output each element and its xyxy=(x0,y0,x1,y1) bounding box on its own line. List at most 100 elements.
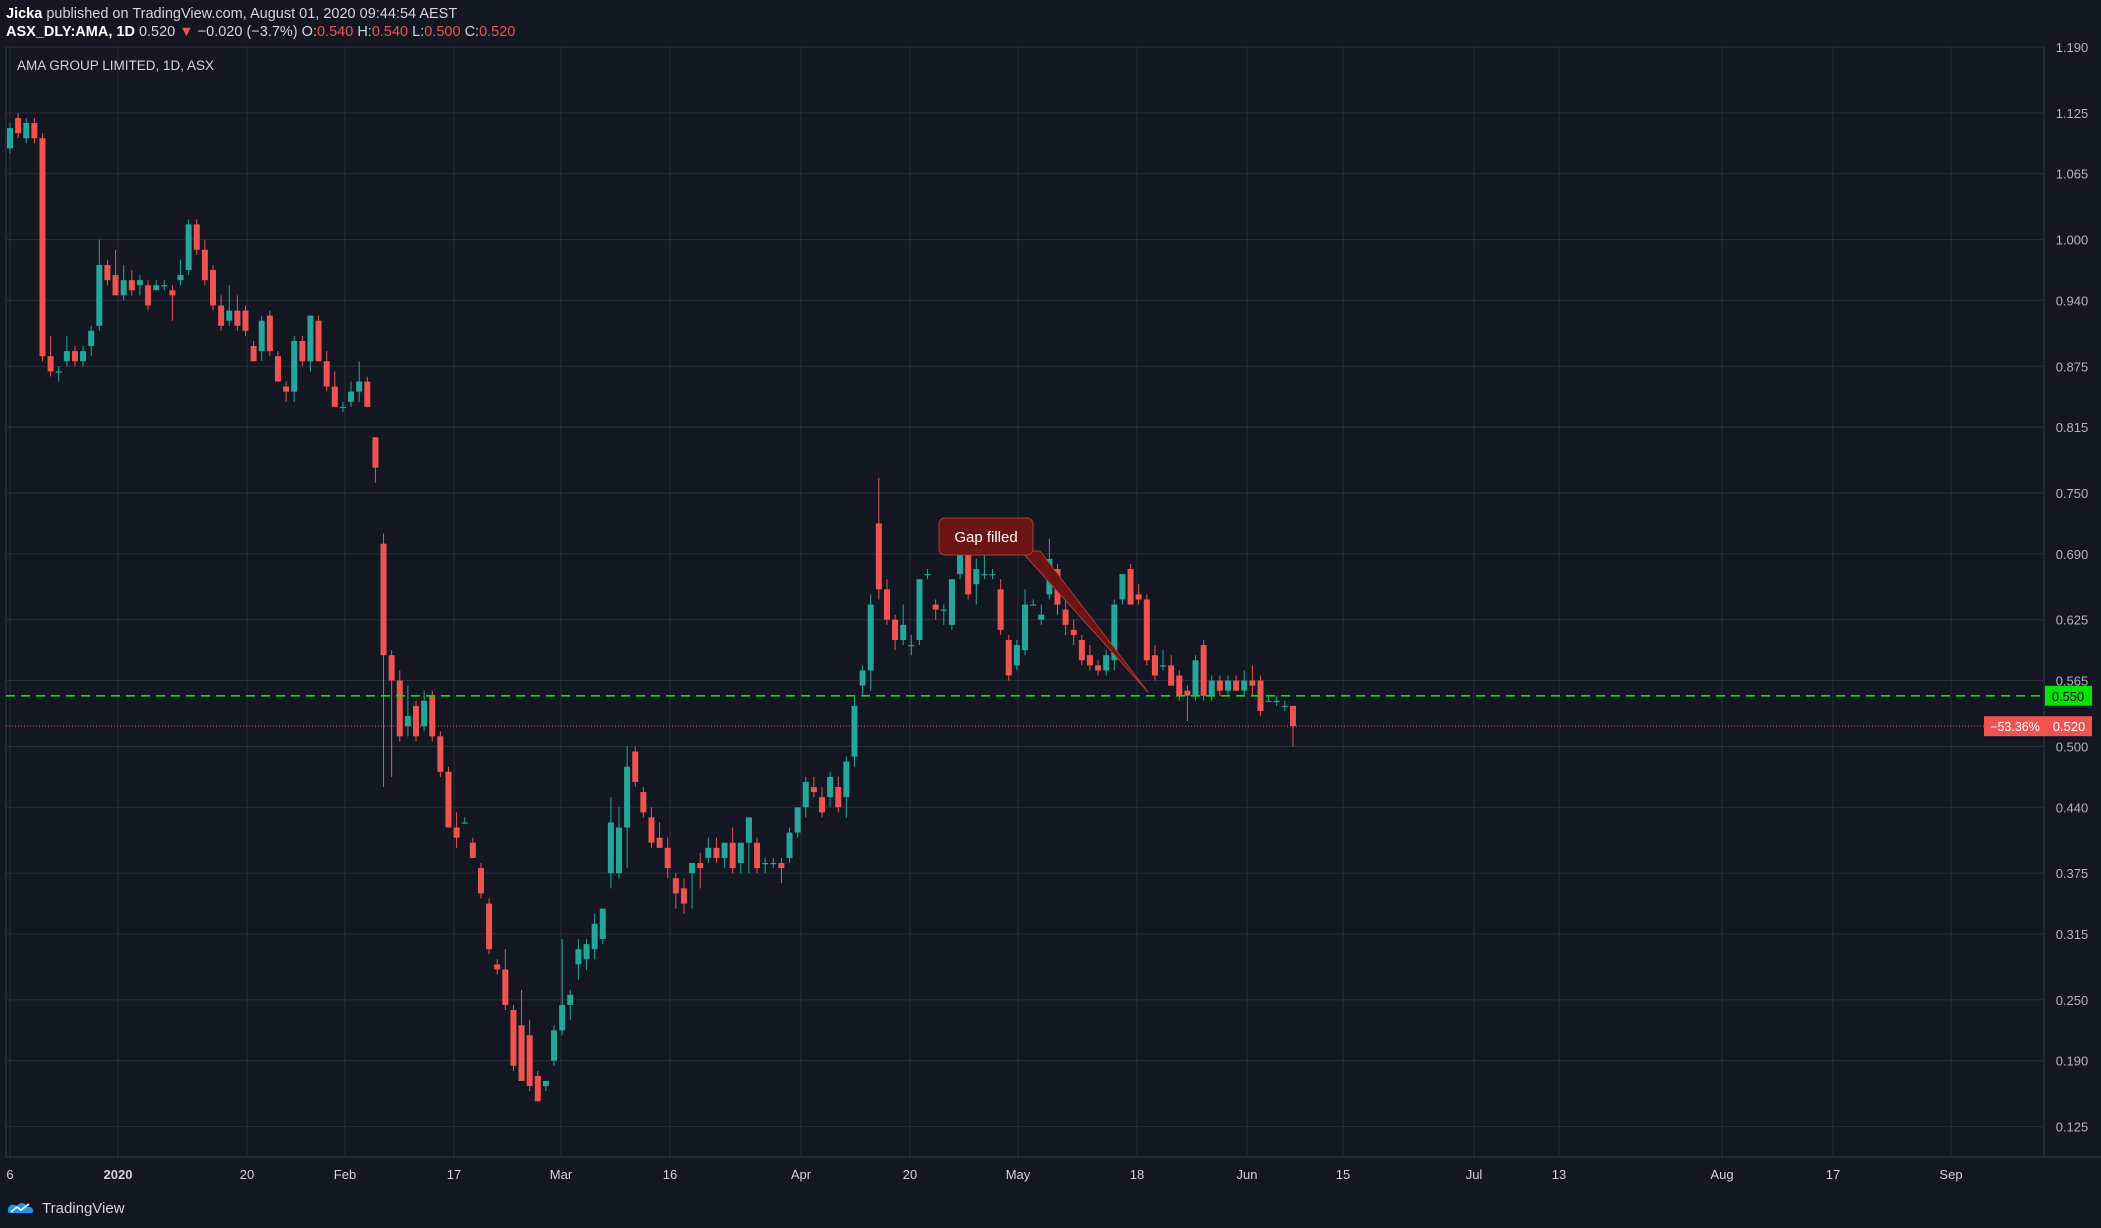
candle-body[interactable] xyxy=(356,381,363,392)
candle-body[interactable] xyxy=(1176,675,1183,696)
candle-body[interactable] xyxy=(218,305,225,326)
candle-body[interactable] xyxy=(421,700,428,727)
candle-body[interactable] xyxy=(169,290,176,296)
candle-body[interactable] xyxy=(380,543,387,656)
candle-body[interactable] xyxy=(331,386,338,407)
candle-body[interactable] xyxy=(1062,609,1069,625)
candle-body[interactable] xyxy=(1200,645,1207,696)
candle-body[interactable] xyxy=(437,736,444,772)
candle-body[interactable] xyxy=(104,264,111,281)
candle-body[interactable] xyxy=(932,604,939,610)
candle-body[interactable] xyxy=(1281,705,1288,708)
candle-body[interactable] xyxy=(689,863,696,874)
candle-body[interactable] xyxy=(559,1004,566,1031)
candle-body[interactable] xyxy=(1257,680,1264,711)
candle-body[interactable] xyxy=(672,878,679,894)
candle-body[interactable] xyxy=(136,280,143,286)
candle-body[interactable] xyxy=(234,310,241,326)
candle-body[interactable] xyxy=(388,655,395,681)
candle-body[interactable] xyxy=(226,310,233,321)
candle-body[interactable] xyxy=(973,569,980,585)
candle-body[interactable] xyxy=(616,827,622,874)
candle-body[interactable] xyxy=(957,543,964,575)
candle-body[interactable] xyxy=(461,822,468,824)
candle-body[interactable] xyxy=(177,275,184,281)
candle-body[interactable] xyxy=(128,280,135,291)
candle-body[interactable] xyxy=(120,280,127,296)
candle-body[interactable] xyxy=(1216,680,1223,691)
candle-body[interactable] xyxy=(859,670,866,686)
candle-body[interactable] xyxy=(534,1075,541,1102)
candle-body[interactable] xyxy=(1241,680,1248,691)
candle-body[interactable] xyxy=(396,680,403,737)
candle-body[interactable] xyxy=(819,797,825,813)
candle-body[interactable] xyxy=(266,315,273,352)
candle-body[interactable] xyxy=(867,604,874,671)
candle-body[interactable] xyxy=(794,807,801,833)
candle-body[interactable] xyxy=(315,320,322,362)
candle-body[interactable] xyxy=(210,270,216,306)
candle-body[interactable] xyxy=(71,351,78,362)
candle-body[interactable] xyxy=(63,351,70,362)
candle-body[interactable] xyxy=(518,1025,525,1081)
candle-body[interactable] xyxy=(55,371,62,373)
candle-body[interactable] xyxy=(1078,640,1085,661)
candle-body[interactable] xyxy=(997,589,1004,630)
candle-body[interactable] xyxy=(762,863,769,865)
candle-body[interactable] xyxy=(1022,604,1028,651)
candle-body[interactable] xyxy=(1192,660,1199,696)
candle-body[interactable] xyxy=(656,837,663,848)
candle-body[interactable] xyxy=(1103,655,1110,671)
candle-body[interactable] xyxy=(875,523,882,590)
candle-body[interactable] xyxy=(786,832,793,858)
candle-body[interactable] xyxy=(1095,665,1102,671)
candle-body[interactable] xyxy=(1184,690,1191,696)
candle-body[interactable] xyxy=(1289,705,1296,727)
candle-body[interactable] xyxy=(827,776,834,798)
candle-body[interactable] xyxy=(745,817,752,843)
candle-body[interactable] xyxy=(892,619,899,641)
candle-body[interactable] xyxy=(989,574,996,576)
candle-body[interactable] xyxy=(1160,665,1167,667)
candle-body[interactable] xyxy=(274,356,281,382)
candle-body[interactable] xyxy=(591,923,598,950)
candle-body[interactable] xyxy=(924,574,931,576)
candle-body[interactable] xyxy=(494,964,501,970)
candle-body[interactable] xyxy=(258,320,265,352)
candle-body[interactable] xyxy=(1038,614,1045,620)
candle-body[interactable] xyxy=(981,574,988,576)
candle-body[interactable] xyxy=(161,285,168,287)
candle-body[interactable] xyxy=(648,817,655,843)
candle-body[interactable] xyxy=(778,863,785,869)
candle-body[interactable] xyxy=(469,842,476,858)
candle-body[interactable] xyxy=(348,391,355,402)
candle-body[interactable] xyxy=(153,285,160,291)
candle-body[interactable] xyxy=(364,381,371,407)
gap-filled-callout[interactable]: Gap filled xyxy=(938,517,1149,693)
candle-body[interactable] xyxy=(940,609,947,611)
candle-body[interactable] xyxy=(372,437,379,468)
candle-body[interactable] xyxy=(1119,574,1126,600)
candle-body[interactable] xyxy=(1135,594,1142,600)
candle-body[interactable] xyxy=(583,944,590,960)
candle-body[interactable] xyxy=(1013,645,1020,666)
candle-body[interactable] xyxy=(193,224,200,250)
candle-body[interactable] xyxy=(477,868,484,894)
candle-body[interactable] xyxy=(916,579,923,641)
candle-body[interactable] xyxy=(607,822,614,874)
candle-body[interactable] xyxy=(1208,680,1215,696)
candle-body[interactable] xyxy=(413,705,419,737)
candle-body[interactable] xyxy=(851,705,858,757)
candle-body[interactable] xyxy=(39,138,46,357)
candle-body[interactable] xyxy=(15,117,22,134)
candle-body[interactable] xyxy=(1168,665,1175,686)
candle-body[interactable] xyxy=(299,340,306,362)
candle-body[interactable] xyxy=(339,406,346,409)
candle-body[interactable] xyxy=(843,761,850,798)
candle-body[interactable] xyxy=(1030,604,1037,606)
candle-body[interactable] xyxy=(770,863,777,865)
candle-body[interactable] xyxy=(640,792,647,813)
candle-body[interactable] xyxy=(599,908,606,940)
candle-body[interactable] xyxy=(908,645,915,647)
candle-body[interactable] xyxy=(721,842,728,858)
